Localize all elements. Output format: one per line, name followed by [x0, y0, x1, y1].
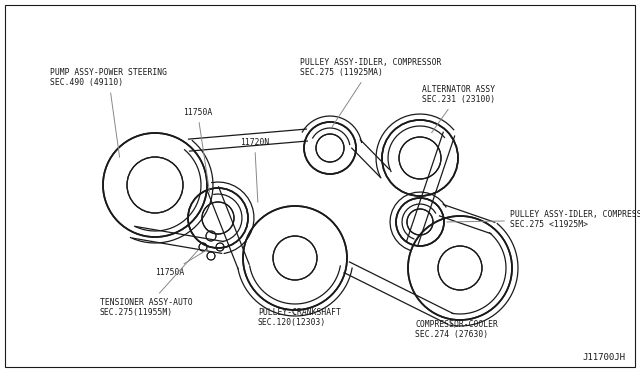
Text: TENSIONER ASSY-AUTO
SEC.275(11955M): TENSIONER ASSY-AUTO SEC.275(11955M): [100, 250, 198, 317]
Text: PULLEY-CRANKSHAFT
SEC.120(12303): PULLEY-CRANKSHAFT SEC.120(12303): [258, 308, 341, 327]
Text: 11720N: 11720N: [240, 138, 269, 202]
Text: 11750A: 11750A: [183, 108, 212, 192]
Text: COMPRESSOR-COOLER
SEC.274 (27630): COMPRESSOR-COOLER SEC.274 (27630): [415, 320, 498, 339]
Text: J11700JH: J11700JH: [582, 353, 625, 362]
Text: ALTERNATOR ASSY
SEC.231 (23100): ALTERNATOR ASSY SEC.231 (23100): [422, 85, 495, 133]
Text: PUMP ASSY-POWER STEERING
SEC.490 (49110): PUMP ASSY-POWER STEERING SEC.490 (49110): [50, 68, 167, 157]
Text: PULLEY ASSY-IDLER, COMPRESSOR
SEC.275 <11925M>: PULLEY ASSY-IDLER, COMPRESSOR SEC.275 <1…: [447, 210, 640, 230]
Text: 11750A: 11750A: [155, 250, 207, 277]
Text: PULLEY ASSY-IDLER, COMPRESSOR
SEC.275 (11925MA): PULLEY ASSY-IDLER, COMPRESSOR SEC.275 (1…: [300, 58, 442, 128]
